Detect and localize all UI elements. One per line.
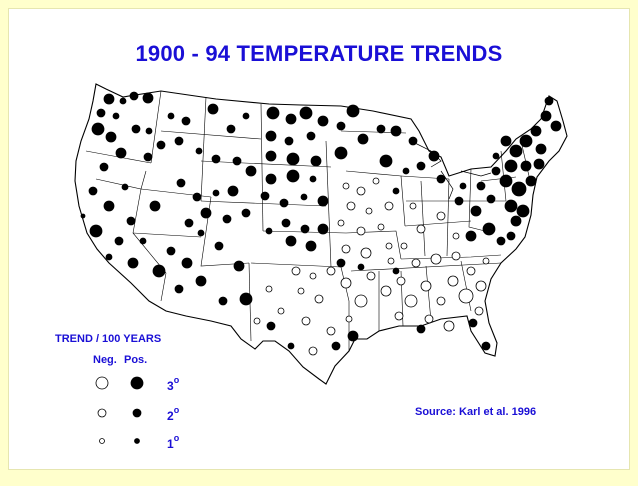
- degree-symbol: o: [173, 405, 180, 415]
- degree-symbol: o: [173, 375, 180, 385]
- legend-value: 3: [167, 379, 174, 393]
- legend-title: TREND / 100 YEARS: [55, 333, 162, 345]
- legend-row-2: 2o: [167, 405, 180, 423]
- legend-row-1: 1o: [167, 433, 180, 451]
- page-title: 1900 - 94 TEMPERATURE TRENDS: [135, 41, 503, 66]
- legend-value: 2: [167, 409, 174, 423]
- legend-positive-label: Pos.: [124, 354, 148, 366]
- us-map: [74, 83, 568, 444]
- legend-negative-label: Neg.: [93, 354, 117, 366]
- state-boundaries: [85, 90, 530, 351]
- trend-markers: [80, 91, 562, 356]
- degree-symbol: o: [173, 433, 180, 443]
- source-citation: Source: Karl et al. 1996: [415, 406, 537, 418]
- slide: 1900 - 94 TEMPERATURE TRENDS TREND / 100…: [8, 8, 630, 470]
- legend-row-3: 3o: [167, 375, 180, 393]
- legend-markers: [95, 376, 144, 444]
- great-lakes: [410, 140, 492, 200]
- legend-value: 1: [167, 437, 174, 451]
